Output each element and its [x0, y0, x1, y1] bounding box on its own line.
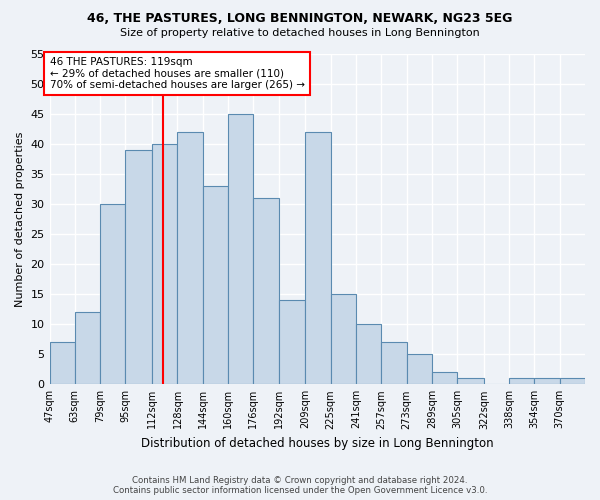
- Bar: [75, 312, 100, 384]
- Text: 46 THE PASTURES: 119sqm
← 29% of detached houses are smaller (110)
70% of semi-d: 46 THE PASTURES: 119sqm ← 29% of detache…: [50, 57, 305, 90]
- Bar: [432, 372, 457, 384]
- Bar: [50, 342, 75, 384]
- X-axis label: Distribution of detached houses by size in Long Bennington: Distribution of detached houses by size …: [141, 437, 494, 450]
- Bar: [356, 324, 381, 384]
- Bar: [381, 342, 407, 384]
- Y-axis label: Number of detached properties: Number of detached properties: [15, 132, 25, 307]
- Text: Size of property relative to detached houses in Long Bennington: Size of property relative to detached ho…: [120, 28, 480, 38]
- Text: Contains HM Land Registry data © Crown copyright and database right 2024.
Contai: Contains HM Land Registry data © Crown c…: [113, 476, 487, 495]
- Bar: [278, 300, 305, 384]
- Bar: [457, 378, 484, 384]
- Text: 46, THE PASTURES, LONG BENNINGTON, NEWARK, NG23 5EG: 46, THE PASTURES, LONG BENNINGTON, NEWAR…: [88, 12, 512, 26]
- Bar: [509, 378, 535, 384]
- Bar: [535, 378, 560, 384]
- Bar: [228, 114, 253, 384]
- Bar: [305, 132, 331, 384]
- Bar: [203, 186, 228, 384]
- Bar: [178, 132, 203, 384]
- Bar: [560, 378, 585, 384]
- Bar: [100, 204, 125, 384]
- Bar: [407, 354, 432, 384]
- Bar: [152, 144, 178, 384]
- Bar: [253, 198, 278, 384]
- Bar: [125, 150, 152, 384]
- Bar: [331, 294, 356, 384]
